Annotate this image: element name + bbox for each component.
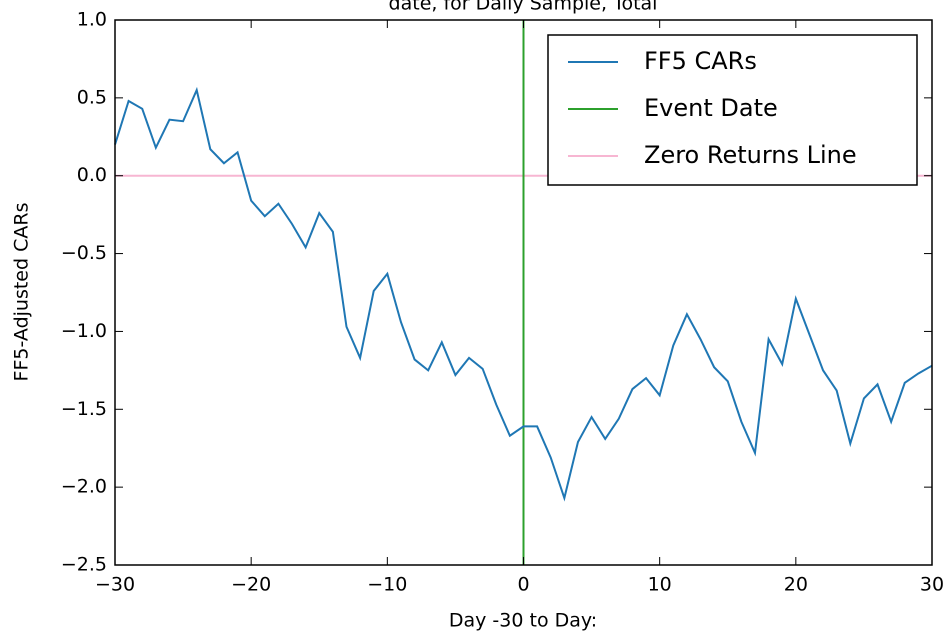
x-axis-label: Day -30 to Day: (449, 610, 597, 632)
series-line (114, 86, 933, 502)
y-tick-label: 0.0 (77, 164, 107, 186)
y-tick-label: −1.0 (61, 320, 107, 342)
legend-label: Event Date (644, 94, 778, 122)
legend-label: FF5 CARs (644, 47, 757, 75)
y-tick-label: −1.5 (61, 398, 107, 420)
chart-title: date, for Daily Sample, Total (389, 0, 658, 15)
x-tick-label: −20 (231, 574, 271, 596)
x-tick-label: 30 (920, 574, 944, 596)
legend: FF5 CARs Event Date Zero Returns Line (547, 34, 918, 186)
y-tick-label: −2.5 (61, 554, 107, 576)
x-tick-label: 20 (784, 574, 808, 596)
x-tick-label: −10 (367, 574, 407, 596)
y-axis-label: FF5-Adjusted CARs (11, 203, 33, 382)
x-tick-label: 10 (648, 574, 672, 596)
y-tick-label: 0.5 (77, 86, 107, 108)
y-tick-label: −2.0 (61, 476, 107, 498)
legend-label: Zero Returns Line (644, 141, 857, 169)
y-tick-label: 1.0 (77, 9, 107, 31)
x-tick-label: −30 (95, 574, 135, 596)
x-tick-label: 0 (517, 574, 529, 596)
y-tick-label: −0.5 (61, 242, 107, 264)
